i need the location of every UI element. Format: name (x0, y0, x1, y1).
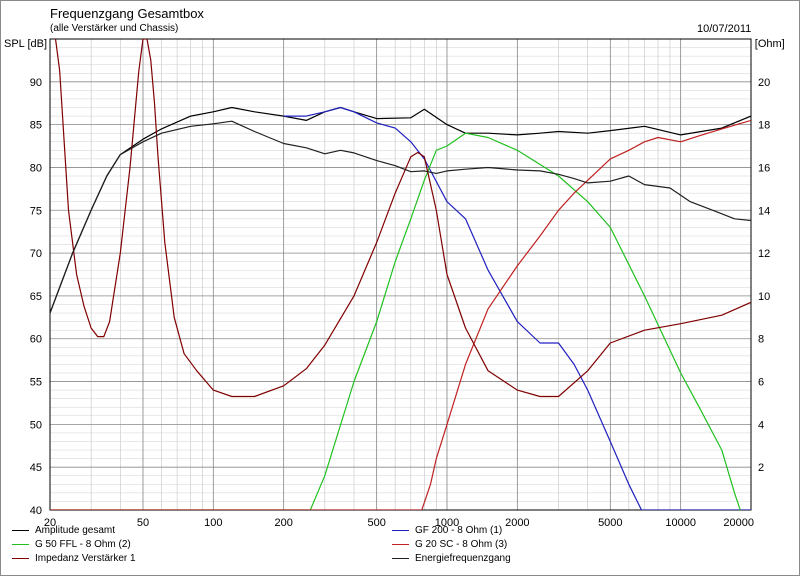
y2-tick-label: 12 (758, 248, 770, 260)
x-tick-label: 20 (44, 517, 56, 529)
y2-tick-label: 18 (758, 120, 770, 132)
y-tick-label: 70 (30, 248, 42, 260)
legend-item: G 50 FFL - 8 Ohm (2) (12, 539, 131, 550)
y-tick-label: 40 (30, 505, 42, 517)
y-tick-label: 75 (30, 205, 42, 217)
series-line-4 (50, 119, 751, 510)
y2-tick-label: 6 (758, 377, 764, 389)
y-tick-label: 80 (30, 162, 42, 174)
chart-subtitle: (alle Verstärker und Chassis) (50, 23, 179, 34)
legend-label: G 20 SC - 8 Ohm (3) (415, 539, 508, 550)
series-line-5 (54, 39, 751, 398)
x-tick-label: 10000 (665, 517, 696, 529)
y2-tick-label: 20 (758, 77, 770, 89)
x-tick-label: 50 (137, 517, 149, 529)
y2-tick-label: 14 (758, 205, 770, 217)
x-tick-label: 100 (204, 517, 222, 529)
legend-swatch (12, 544, 29, 545)
y-axis-label-right: Z [Ohm] (745, 38, 785, 50)
series-line-6 (50, 120, 751, 314)
y-tick-label: 45 (30, 462, 42, 474)
y-tick-label: 90 (30, 77, 42, 89)
legend-label: Energiefrequenzgang (415, 553, 511, 564)
legend-swatch (12, 558, 29, 559)
legend-swatch (392, 530, 409, 531)
legend-label: G 50 FFL - 8 Ohm (2) (35, 539, 131, 550)
legend-label: GF 200 - 8 Ohm (1) (415, 525, 503, 536)
legend-label: Impedanz Verstärker 1 (35, 553, 136, 564)
legend-label: Amplitude gesamt (35, 525, 116, 536)
y-tick-label: 50 (30, 419, 42, 431)
y-tick-label: 55 (30, 377, 42, 389)
y-tick-label: 85 (30, 120, 42, 132)
legend-item: Amplitude gesamt (12, 525, 115, 536)
x-tick-label: 1000 (435, 517, 459, 529)
legend-item: G 20 SC - 8 Ohm (3) (392, 539, 507, 550)
x-tick-label: 2000 (505, 517, 529, 529)
x-tick-label: 200 (274, 517, 292, 529)
legend-swatch (12, 530, 29, 531)
x-tick-label: 500 (367, 517, 385, 529)
legend-swatch (392, 544, 409, 545)
y2-tick-label: 2 (758, 462, 764, 474)
chart-title: Frequenzgang Gesamtbox (50, 6, 204, 21)
legend-swatch (392, 558, 409, 559)
y-tick-label: 60 (30, 334, 42, 346)
y2-tick-label: 4 (758, 419, 764, 431)
chart-date: 10/07/2011 (697, 23, 752, 35)
y-axis-label-left: SPL [dB] (4, 38, 48, 50)
y2-tick-label: 8 (758, 334, 764, 346)
y-tick-label: 65 (30, 291, 42, 303)
x-tick-label: 5000 (598, 517, 622, 529)
y2-tick-label: 10 (758, 291, 770, 303)
series-line-3 (50, 132, 741, 510)
legend-item: GF 200 - 8 Ohm (1) (392, 525, 502, 536)
y2-tick-label: 16 (758, 162, 770, 174)
series-line-2 (283, 106, 751, 510)
legend-item: Energiefrequenzgang (392, 553, 511, 564)
x-tick-label: 20000 (723, 517, 754, 529)
legend-item: Impedanz Verstärker 1 (12, 553, 136, 564)
